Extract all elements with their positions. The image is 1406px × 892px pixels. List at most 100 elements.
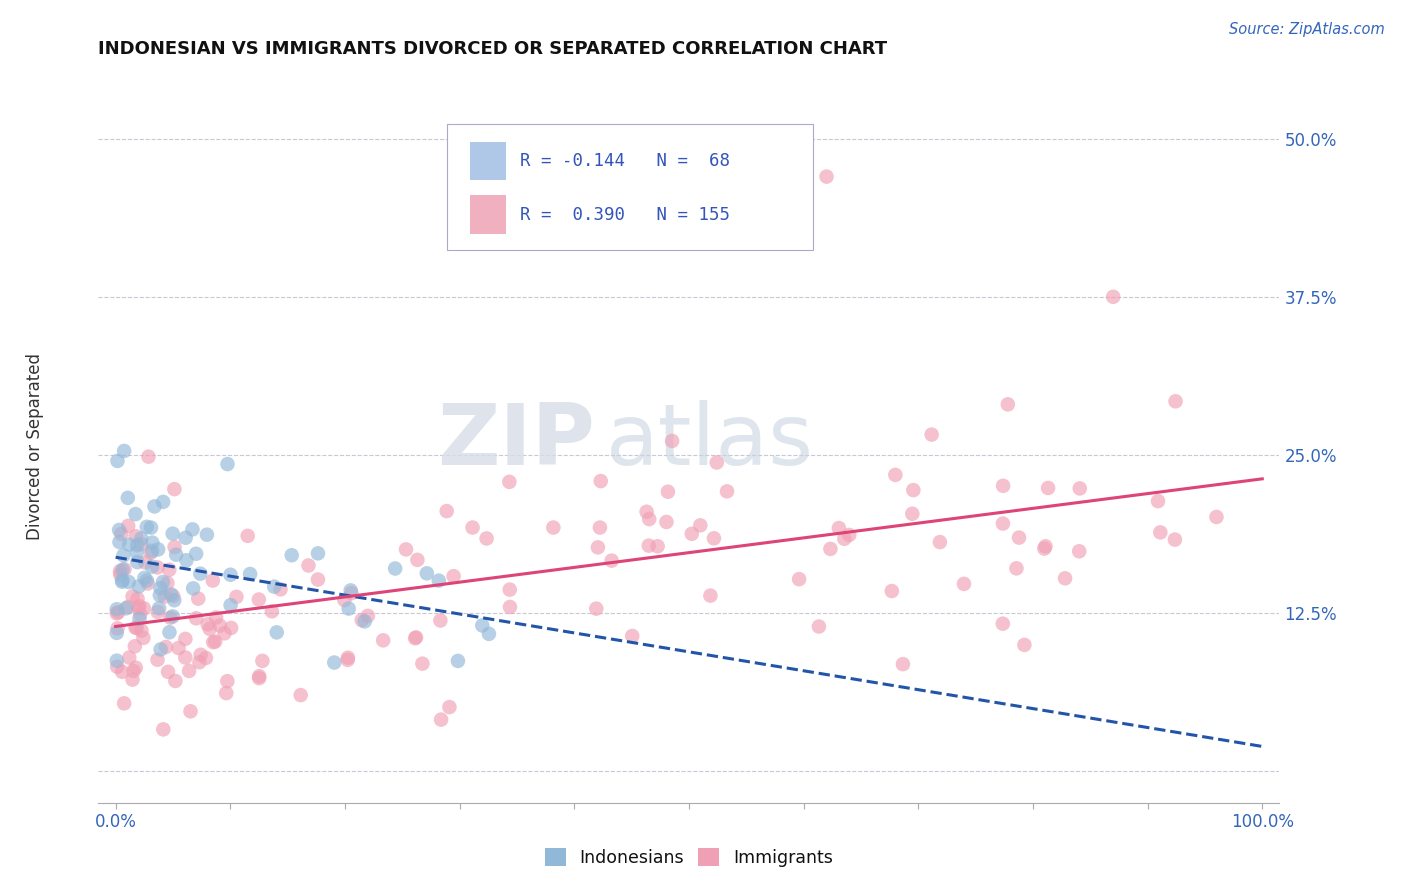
Point (416, 566, 439, 581)
Point (159, 625, 181, 640)
Point (125, 621, 148, 635)
Point (290, 688, 312, 702)
Point (152, 723, 174, 737)
Point (105, 659, 128, 673)
Point (124, 507, 146, 521)
Point (689, 518, 711, 533)
Point (139, 520, 162, 534)
Point (953, 577, 976, 591)
Point (838, 528, 860, 542)
Point (128, 579, 150, 593)
Point (706, 455, 728, 469)
Point (153, 590, 176, 604)
Point (121, 673, 143, 687)
Point (131, 532, 153, 546)
Point (184, 547, 207, 561)
Point (266, 625, 288, 640)
Point (108, 535, 131, 549)
Point (638, 512, 661, 526)
Point (186, 611, 208, 625)
Point (108, 564, 131, 578)
Point (716, 484, 738, 499)
Point (129, 537, 152, 551)
Point (208, 618, 231, 632)
Point (252, 654, 274, 668)
Point (1035, 539, 1057, 553)
Point (118, 575, 141, 590)
Point (661, 434, 683, 448)
Point (647, 539, 669, 553)
Text: Divorced or Separated: Divorced or Separated (27, 352, 44, 540)
Point (884, 467, 907, 482)
Point (107, 621, 129, 635)
Point (447, 654, 470, 668)
Point (499, 582, 522, 597)
Point (188, 566, 211, 581)
Point (141, 559, 163, 574)
Point (190, 648, 212, 662)
Point (174, 531, 197, 545)
Point (177, 664, 200, 678)
Point (202, 635, 225, 649)
Point (1054, 571, 1077, 585)
Point (1033, 541, 1056, 556)
Point (117, 599, 139, 614)
Point (112, 697, 135, 711)
Point (124, 621, 146, 635)
Point (128, 612, 150, 626)
Point (122, 664, 145, 678)
Point (921, 427, 943, 442)
Point (269, 582, 291, 597)
Point (117, 491, 139, 505)
Point (1005, 561, 1028, 575)
Text: R = -0.144   N =  68: R = -0.144 N = 68 (520, 153, 730, 170)
Point (125, 545, 148, 559)
Point (167, 640, 190, 655)
Point (439, 700, 461, 714)
Point (498, 475, 520, 489)
Point (260, 604, 283, 618)
Point (163, 482, 186, 496)
Point (127, 538, 149, 552)
Point (162, 589, 184, 603)
FancyBboxPatch shape (471, 142, 506, 180)
Point (138, 450, 160, 464)
Point (134, 556, 156, 570)
Point (589, 520, 612, 534)
Point (149, 581, 172, 595)
Point (1205, 510, 1227, 524)
FancyBboxPatch shape (447, 124, 813, 250)
Text: Source: ZipAtlas.com: Source: ZipAtlas.com (1229, 22, 1385, 37)
Point (204, 634, 226, 648)
Point (991, 479, 1014, 493)
Point (225, 590, 247, 604)
Point (201, 574, 224, 588)
Point (475, 532, 498, 546)
Point (901, 507, 924, 521)
Point (155, 640, 177, 654)
Point (997, 397, 1019, 411)
Point (165, 548, 187, 562)
Point (131, 624, 153, 638)
Point (215, 686, 238, 700)
Point (107, 606, 129, 620)
Point (115, 601, 138, 615)
Point (108, 523, 131, 537)
Point (657, 484, 679, 499)
Point (219, 621, 242, 635)
Point (156, 576, 179, 591)
Point (703, 531, 725, 545)
Legend: Indonesians, Immigrants: Indonesians, Immigrants (538, 841, 839, 874)
Point (111, 563, 134, 577)
Point (991, 616, 1014, 631)
Point (176, 553, 198, 567)
Point (239, 566, 262, 581)
Point (1102, 290, 1125, 304)
Text: atlas: atlas (606, 400, 814, 483)
Point (586, 541, 609, 555)
Point (247, 669, 270, 683)
Point (461, 520, 484, 534)
Point (429, 614, 451, 628)
Point (132, 631, 155, 645)
Point (280, 548, 302, 562)
